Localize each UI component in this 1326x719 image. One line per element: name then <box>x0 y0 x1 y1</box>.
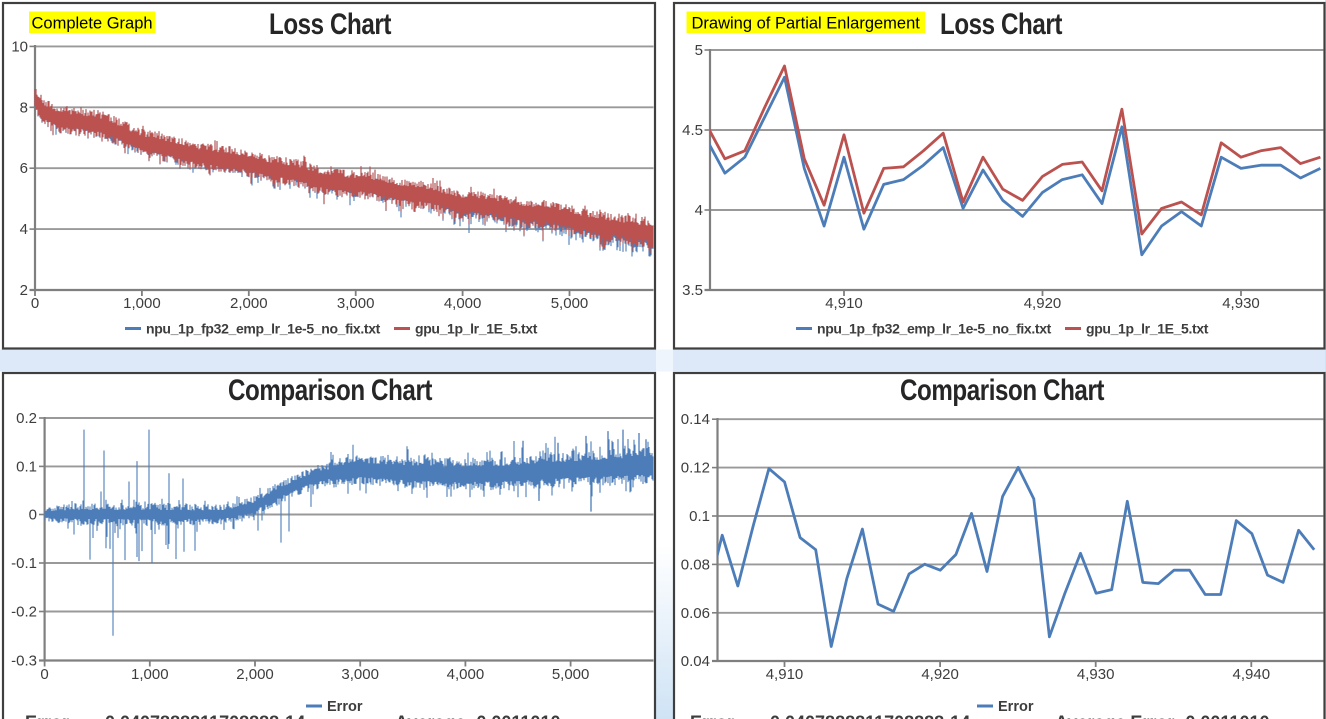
svg-text:npu_1p_fp32_emp_lr_1e-5_no_fix: npu_1p_fp32_emp_lr_1e-5_no_fix.txt <box>817 321 1052 337</box>
svg-text:0: 0 <box>29 507 37 524</box>
svg-text:0.2: 0.2 <box>16 410 37 427</box>
svg-text:5,000: 5,000 <box>551 295 589 312</box>
svg-text:Comparison Chart: Comparison Chart <box>900 372 1104 406</box>
svg-text:npu_1p_fp32_emp_lr_1e-5_no_fix: npu_1p_fp32_emp_lr_1e-5_no_fix.txt <box>146 321 381 337</box>
svg-text:5,000: 5,000 <box>552 666 590 683</box>
svg-text:gpu_1p_lr_1E_5.txt: gpu_1p_lr_1E_5.txt <box>1086 321 1209 337</box>
svg-text:3.5: 3.5 <box>682 282 703 299</box>
svg-text:4,910: 4,910 <box>766 666 804 683</box>
svg-text:Average: 0.0011010: Average: 0.0011010 <box>395 713 560 719</box>
svg-text:1,000: 1,000 <box>131 666 169 683</box>
svg-text:2,000: 2,000 <box>230 295 268 312</box>
svg-text:4,920: 4,920 <box>921 666 959 683</box>
svg-text:4,000: 4,000 <box>447 666 485 683</box>
svg-text:0.12: 0.12 <box>681 460 710 477</box>
svg-text:-0.2: -0.2 <box>11 604 37 621</box>
svg-text:Drawing of Partial Enlargement: Drawing of Partial Enlargement <box>692 15 921 33</box>
svg-text:0: 0 <box>31 295 39 312</box>
svg-text:4,920: 4,920 <box>1024 295 1062 312</box>
svg-text:Loss Chart: Loss Chart <box>269 6 391 40</box>
svg-text:4,910: 4,910 <box>825 295 863 312</box>
svg-text:0.0407888811708888-14: 0.0407888811708888-14 <box>770 713 970 719</box>
svg-text:0.0407888811708888-14: 0.0407888811708888-14 <box>105 713 305 719</box>
svg-text:3,000: 3,000 <box>337 295 375 312</box>
svg-text:-0.3: -0.3 <box>11 653 37 670</box>
svg-text:10: 10 <box>11 38 28 55</box>
svg-text:4: 4 <box>20 221 28 238</box>
svg-text:Error: Error <box>998 699 1034 715</box>
svg-text:0.1: 0.1 <box>689 508 710 525</box>
svg-text:2,000: 2,000 <box>236 666 274 683</box>
svg-text:0: 0 <box>40 666 48 683</box>
svg-text:8: 8 <box>20 99 28 116</box>
svg-text:0.14: 0.14 <box>681 411 710 428</box>
svg-text:1,000: 1,000 <box>123 295 161 312</box>
svg-text:Comparison Chart: Comparison Chart <box>228 372 432 406</box>
svg-text:Error: Error <box>327 699 363 715</box>
svg-text:0.08: 0.08 <box>681 556 710 573</box>
svg-text:4: 4 <box>695 202 703 219</box>
svg-text:2: 2 <box>20 282 28 299</box>
svg-text:Loss Chart: Loss Chart <box>940 6 1062 40</box>
svg-text:0.06: 0.06 <box>681 605 710 622</box>
svg-text:Error:: Error: <box>690 713 740 719</box>
svg-text:Error:: Error: <box>25 713 75 719</box>
svg-text:4,930: 4,930 <box>1077 666 1115 683</box>
svg-text:4,930: 4,930 <box>1222 295 1260 312</box>
svg-text:6: 6 <box>20 160 28 177</box>
svg-text:Average Error: 0.0011010: Average Error: 0.0011010 <box>1055 713 1269 719</box>
svg-text:0.1: 0.1 <box>16 458 37 475</box>
svg-text:4,000: 4,000 <box>444 295 482 312</box>
svg-text:4.5: 4.5 <box>682 122 703 139</box>
svg-text:3,000: 3,000 <box>341 666 379 683</box>
svg-text:5: 5 <box>695 42 703 59</box>
svg-text:Complete Graph: Complete Graph <box>32 15 153 33</box>
svg-text:0.04: 0.04 <box>681 653 710 670</box>
svg-text:gpu_1p_lr_1E_5.txt: gpu_1p_lr_1E_5.txt <box>415 321 538 337</box>
svg-text:-0.1: -0.1 <box>11 555 37 572</box>
svg-text:4,940: 4,940 <box>1233 666 1271 683</box>
